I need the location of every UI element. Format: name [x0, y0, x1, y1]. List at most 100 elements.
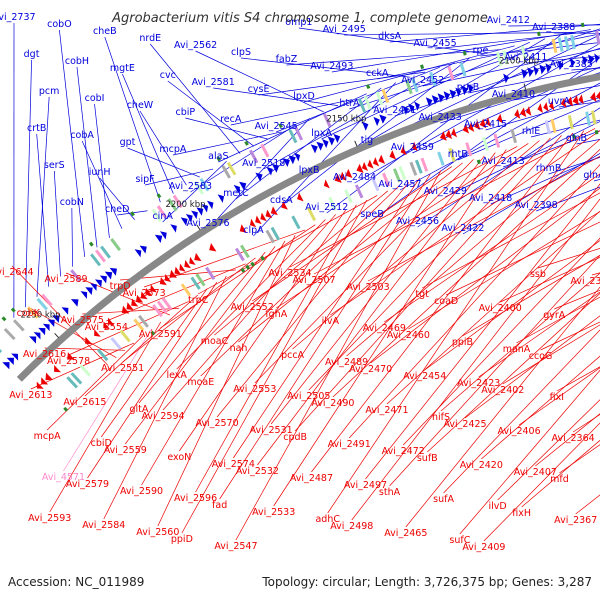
- cog-block-outer: [551, 38, 558, 53]
- forward-gene-mark: [11, 353, 19, 361]
- rna-mark: [365, 84, 371, 90]
- cog-block-inner: [180, 283, 192, 297]
- gene-label: Avi_2498: [330, 521, 373, 532]
- cog-block-outer: [381, 88, 390, 104]
- leader-line: [402, 237, 600, 446]
- gene-label: Avi_2575: [61, 315, 104, 326]
- reverse-gene-mark: [496, 113, 504, 124]
- gene-label: nrdE: [139, 33, 161, 44]
- cog-block-outer: [110, 238, 121, 252]
- forward-gene-mark: [379, 114, 387, 124]
- forward-gene-mark: [322, 139, 329, 149]
- cog-block-inner: [265, 229, 275, 244]
- gene-label: Avi_2456: [396, 216, 439, 227]
- reverse-gene-mark: [270, 206, 278, 216]
- leader-line: [408, 211, 600, 330]
- gene-label: Avi_2415: [464, 119, 507, 130]
- forward-gene-mark: [588, 54, 595, 65]
- leader-line: [446, 221, 600, 296]
- forward-gene-mark: [557, 60, 564, 71]
- leader-line: [332, 148, 600, 398]
- leader-line: [122, 73, 174, 194]
- gene-label: fad: [212, 500, 227, 511]
- gene-label: Avi_2613: [9, 390, 52, 401]
- gene-label: Avi_2594: [141, 411, 184, 422]
- gene-label: mcpA: [34, 431, 62, 442]
- reverse-gene-mark: [209, 243, 217, 252]
- leader-line: [100, 288, 208, 438]
- rna-mark: [63, 406, 69, 412]
- forward-gene-mark: [437, 93, 445, 103]
- gene-label: Avi_2554: [85, 322, 128, 333]
- leader-line: [94, 103, 110, 238]
- leader-line: [190, 124, 296, 193]
- cog-block-outer: [496, 51, 503, 67]
- cog-block-inner: [585, 111, 591, 126]
- leader-line: [167, 80, 255, 147]
- forward-gene-mark: [455, 87, 462, 97]
- leader-line: [172, 131, 282, 156]
- cog-block-outer: [429, 71, 437, 87]
- forward-gene-mark: [282, 158, 290, 168]
- gene-label: Avi_2591: [139, 329, 182, 340]
- gene-label: adhC: [315, 514, 340, 525]
- forward-gene-mark: [373, 116, 380, 127]
- gene-label: Avi_2505: [287, 391, 330, 402]
- leader-line: [276, 143, 529, 309]
- forward-gene-mark: [414, 101, 420, 111]
- gene-label: nifS: [432, 412, 450, 423]
- reverse-gene-mark: [194, 252, 202, 262]
- rna-mark: [245, 264, 251, 270]
- cog-block-inner: [70, 372, 83, 385]
- gene-label: Avi_2407: [514, 467, 557, 478]
- leader-line: [445, 121, 600, 198]
- gene-label: Avi_2470: [349, 364, 392, 375]
- cog-block-inner: [234, 247, 245, 262]
- cog-block-outer: [172, 194, 183, 209]
- forward-gene-mark: [6, 357, 14, 366]
- gene-label: cysE: [248, 84, 270, 95]
- leader-line: [292, 140, 540, 350]
- leader-line: [214, 190, 388, 336]
- leader-line: [36, 96, 50, 297]
- leader-line: [218, 93, 367, 163]
- gene-label: lexA: [166, 370, 187, 381]
- gene-label: cheD: [105, 204, 129, 215]
- leader-line: [230, 99, 353, 126]
- reverse-gene-mark: [543, 101, 549, 112]
- rna-mark: [130, 211, 135, 217]
- gene-label: pcm: [39, 86, 60, 97]
- reverse-gene-mark: [400, 145, 407, 156]
- rna-mark: [88, 241, 94, 247]
- gene-label: ssb: [530, 269, 546, 280]
- gene-label: mgtE: [110, 63, 135, 74]
- leader-line: [185, 117, 268, 140]
- accession-label: Accession: NC_011989: [8, 575, 145, 589]
- gene-label: Avi_2460: [387, 330, 430, 341]
- gene-label: Avi_2589: [44, 274, 87, 285]
- forward-gene-mark: [503, 73, 510, 84]
- gene-label: Avi_2616: [23, 349, 66, 360]
- leader-line: [462, 254, 600, 337]
- leader-line: [141, 240, 286, 486]
- leader-line: [367, 155, 600, 282]
- leader-line: [321, 41, 530, 140]
- cog-block-inner: [465, 142, 473, 157]
- gene-label: fabZ: [276, 54, 298, 65]
- gene-label: Avi_2454: [403, 371, 446, 382]
- forward-gene-mark: [80, 291, 88, 299]
- gene-label: metC: [223, 188, 249, 199]
- cog-block-outer: [595, 30, 600, 45]
- gene-label: mfd: [550, 474, 569, 485]
- reverse-gene-mark: [103, 321, 110, 330]
- rna-mark: [462, 50, 467, 56]
- gene-label: Avi_2461: [373, 105, 416, 116]
- forward-gene-mark: [449, 89, 457, 99]
- cog-block-inner: [409, 161, 418, 176]
- gene-label: trpD: [110, 281, 131, 292]
- gene-label: cvc: [160, 70, 176, 81]
- cog-block-outer: [70, 269, 82, 282]
- reverse-gene-mark: [590, 91, 597, 102]
- gene-label: Avi_2457: [378, 179, 421, 190]
- leader-line: [485, 97, 600, 131]
